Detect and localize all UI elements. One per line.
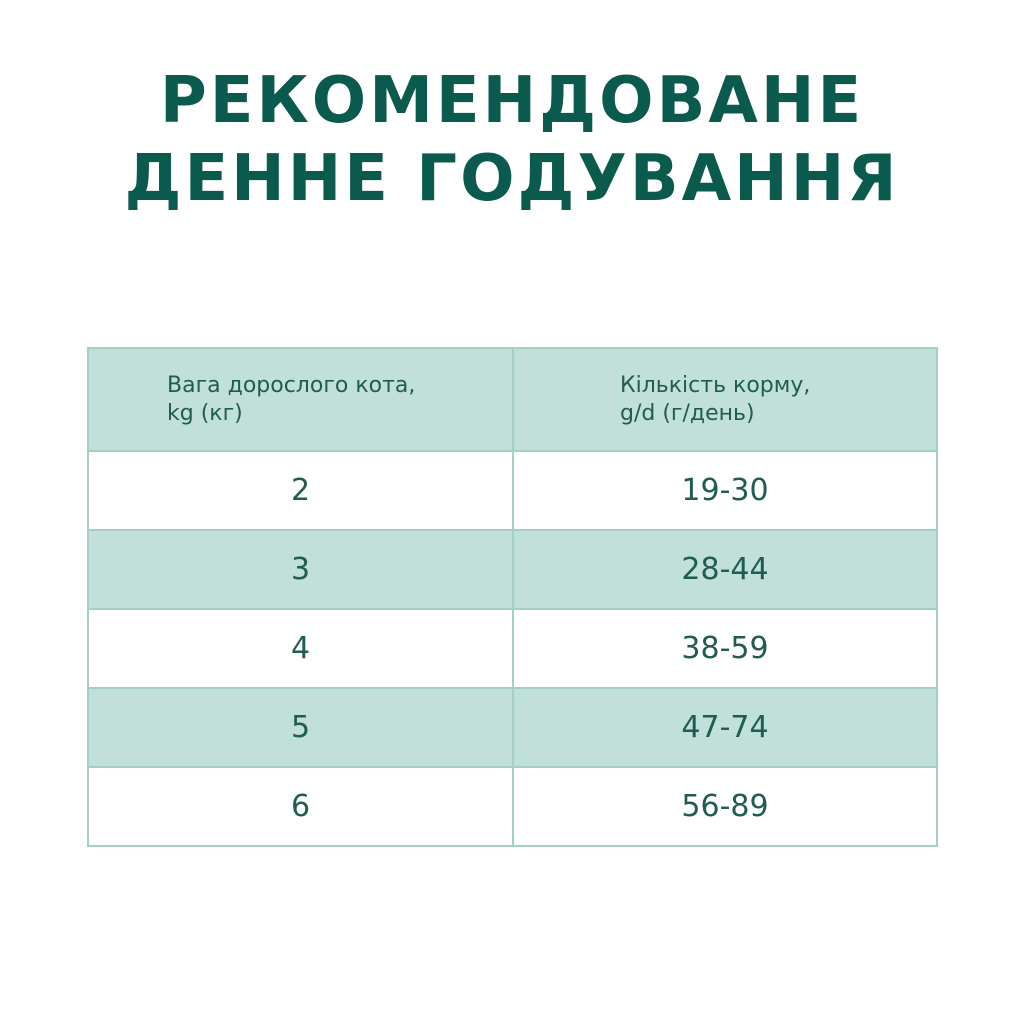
header-weight-line2: kg (кг) (167, 400, 243, 426)
page-title: РЕКОМЕНДОВАНЕ ДЕННЕ ГОДУВАННЯ (0, 62, 1024, 218)
table-row: 6 56-89 (87, 766, 938, 847)
table-row: 5 47-74 (87, 687, 938, 768)
header-weight-line1: Вага дорослого кота, (167, 372, 416, 398)
amount-cell: 19-30 (512, 450, 938, 531)
title-line-1: РЕКОМЕНДОВАНЕ (159, 64, 865, 138)
header-amount-line2: g/d (г/день) (620, 400, 755, 426)
weight-cell: 4 (87, 608, 514, 689)
feeding-table: Вага дорослого кота, kg (кг) Кількість к… (87, 347, 938, 847)
amount-cell: 56-89 (512, 766, 938, 847)
amount-cell: 38-59 (512, 608, 938, 689)
weight-cell: 6 (87, 766, 514, 847)
weight-cell: 2 (87, 450, 514, 531)
weight-cell: 3 (87, 529, 514, 610)
header-amount: Кількість корму, g/d (г/день) (512, 347, 938, 452)
weight-cell: 5 (87, 687, 514, 768)
header-amount-line1: Кількість корму, (620, 372, 811, 398)
table-row: 4 38-59 (87, 608, 938, 689)
table-header: Вага дорослого кота, kg (кг) Кількість к… (87, 347, 938, 452)
header-weight: Вага дорослого кота, kg (кг) (87, 347, 514, 452)
title-line-2: ДЕННЕ ГОДУВАННЯ (124, 142, 900, 216)
amount-cell: 28-44 (512, 529, 938, 610)
table-row: 3 28-44 (87, 529, 938, 610)
amount-cell: 47-74 (512, 687, 938, 768)
table-row: 2 19-30 (87, 450, 938, 531)
